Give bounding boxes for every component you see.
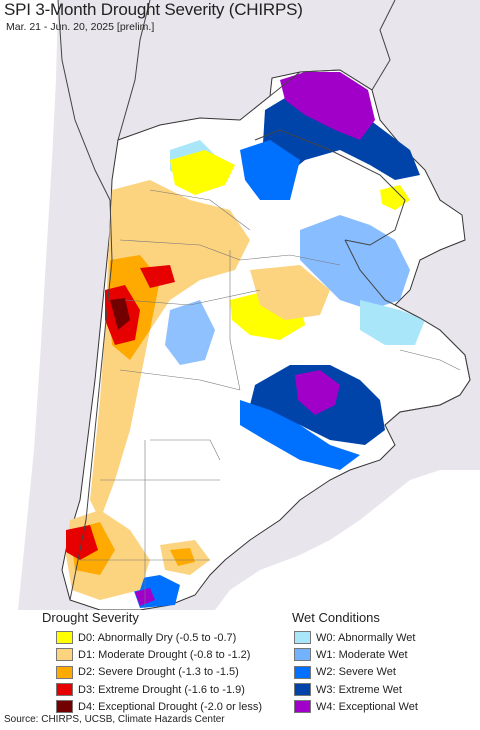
drought-area-d0-east <box>380 185 410 210</box>
legend-label-d1: D1: Moderate Drought (-0.8 to -1.2) <box>78 648 251 661</box>
wet-legend-heading: Wet Conditions <box>292 610 380 625</box>
legend-swatch-w2 <box>294 665 311 679</box>
legend-label-d2: D2: Severe Drought (-1.3 to -1.5) <box>78 666 239 679</box>
legend-swatch-w1 <box>294 648 311 662</box>
map-subtitle: Mar. 21 - Jun. 20, 2025 [prelim.] <box>6 21 155 33</box>
wet-area-w4-southeast <box>295 370 340 415</box>
wet-area-w4-north <box>280 72 375 140</box>
legend-item-d3: D3: Extreme Drought (-1.6 to -1.9) <box>40 681 262 698</box>
drought-area-d0-north <box>170 150 235 195</box>
legend-item-d1: D1: Moderate Drought (-0.8 to -1.2) <box>40 646 262 663</box>
legend-swatch-d4 <box>56 700 73 714</box>
wet-area-w2-southeast <box>240 400 360 470</box>
ocean-atlantic <box>215 470 480 610</box>
wet-legend: Wet Conditions W0: Abnormally Wet W1: Mo… <box>292 610 418 715</box>
legend-label-d4: D4: Exceptional Drought (-2.0 or less) <box>78 700 263 713</box>
drought-map-svg <box>0 0 480 610</box>
legend-item-w1: W1: Moderate Wet <box>292 646 418 663</box>
wet-area-w0-east <box>360 300 425 345</box>
drought-area-d3-northwest <box>140 265 175 288</box>
legend-swatch-d3 <box>56 683 73 697</box>
drought-area-d1-center <box>250 265 330 320</box>
legend-label-w1: W1: Moderate Wet <box>316 648 408 661</box>
country-borders <box>57 0 471 601</box>
drought-area-d4-west <box>110 298 130 330</box>
legend-swatch-w3 <box>294 683 311 697</box>
legend-swatch-w4 <box>294 700 311 714</box>
wet-area-w3-north <box>262 95 420 180</box>
wet-area-w2-north <box>240 140 300 200</box>
legend-label-w4: W4: Exceptional Wet <box>316 700 418 713</box>
legend-swatch-w0 <box>294 631 311 645</box>
legend-item-d2: D2: Severe Drought (-1.3 to -1.5) <box>40 664 262 681</box>
legend-item-d4: D4: Exceptional Drought (-2.0 or less) <box>40 698 262 715</box>
drought-legend-heading: Drought Severity <box>42 610 139 625</box>
legend-item-d0: D0: Abnormally Dry (-0.5 to -0.7) <box>40 629 262 646</box>
legend-swatch-d0 <box>56 631 73 645</box>
legend-label-d0: D0: Abnormally Dry (-0.5 to -0.7) <box>78 631 237 644</box>
legend-label-w2: W2: Severe Wet <box>316 666 396 679</box>
drought-legend: Drought Severity D0: Abnormally Dry (-0.… <box>40 610 262 715</box>
legend-swatch-d2 <box>56 665 73 679</box>
drought-area-d2-south <box>170 548 195 566</box>
legend-item-w4: W4: Exceptional Wet <box>292 698 418 715</box>
province-borders <box>80 189 461 610</box>
legend-label-w0: W0: Abnormally Wet <box>316 631 416 644</box>
legend-label-d3: D3: Extreme Drought (-1.6 to -1.9) <box>78 683 245 696</box>
wet-area-w1-center <box>165 300 215 365</box>
drought-map <box>0 0 480 610</box>
legend-item-w3: W3: Extreme Wet <box>292 681 418 698</box>
legend-label-w3: W3: Extreme Wet <box>316 683 402 696</box>
ocean <box>0 0 58 610</box>
source-credit: Source: CHIRPS, UCSB, Climate Hazards Ce… <box>4 714 225 725</box>
wet-area-w1-east <box>300 215 410 310</box>
legend-swatch-d1 <box>56 648 73 662</box>
legend-item-w2: W2: Severe Wet <box>292 664 418 681</box>
legend-item-w0: W0: Abnormally Wet <box>292 629 418 646</box>
map-title: SPI 3-Month Drought Severity (CHIRPS) <box>4 0 303 19</box>
